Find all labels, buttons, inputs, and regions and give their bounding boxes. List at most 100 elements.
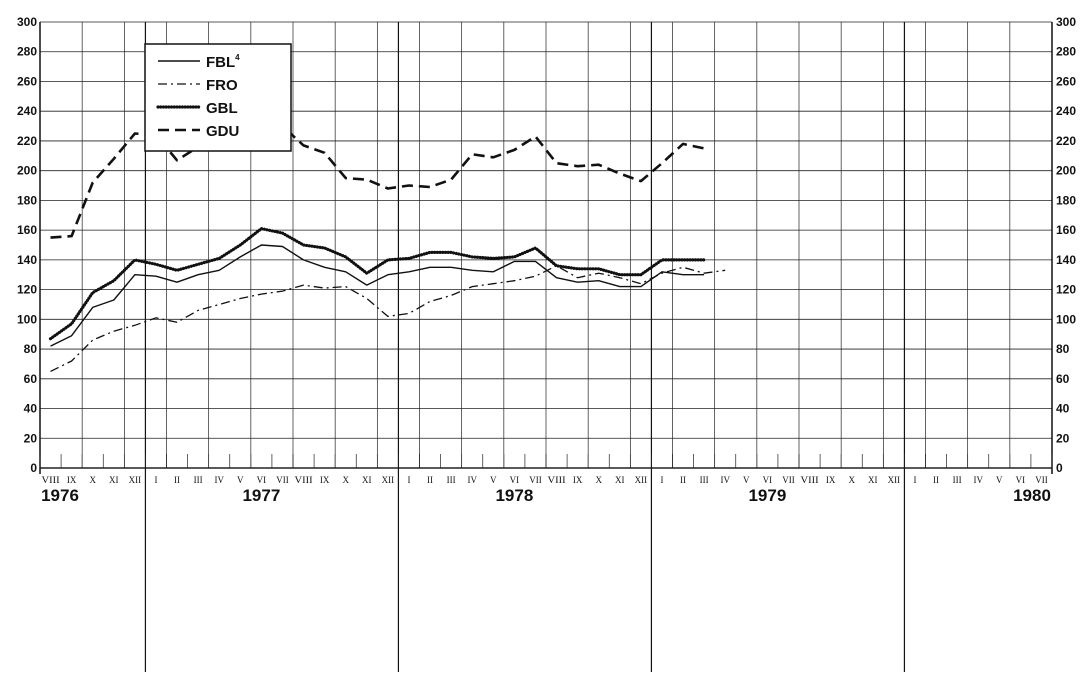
series-line-gbl (48, 227, 706, 341)
month-label: VII (276, 475, 289, 485)
month-label: IX (320, 475, 330, 485)
y-tick-label-right: 120 (1056, 283, 1076, 297)
y-tick-label-right: 200 (1056, 164, 1076, 178)
year-label: 1978 (495, 486, 533, 505)
y-tick-label-left: 80 (24, 342, 38, 356)
month-label: VIII (41, 475, 59, 485)
series-line-fbl (50, 244, 705, 347)
y-tick-label-right: 220 (1056, 134, 1076, 148)
y-tick-label-left: 300 (17, 15, 37, 29)
y-tick-label-left: 60 (24, 372, 38, 386)
month-label: VII (529, 475, 542, 485)
month-label: IX (826, 475, 836, 485)
month-label: VI (510, 475, 520, 485)
y-tick-label-left: 180 (17, 193, 37, 207)
month-label: II (680, 475, 686, 485)
month-label: II (933, 475, 939, 485)
month-label: X (848, 475, 855, 485)
year-labels: 1976 1977 1978 1979 1980 (41, 486, 1051, 505)
month-label: V (490, 475, 497, 485)
series-line-fro (50, 265, 726, 372)
month-label: I (154, 475, 157, 485)
year-label: 1977 (242, 486, 280, 505)
legend-label-fro: FRO (206, 77, 238, 94)
y-tick-label-right: 0 (1056, 461, 1063, 475)
month-label: VII (782, 475, 795, 485)
month-label: XI (615, 475, 625, 485)
month-label: XII (635, 475, 648, 485)
month-label: V (743, 475, 750, 485)
month-label: XII (382, 475, 395, 485)
month-label: VIII (800, 475, 818, 485)
legend-label-gbl: GBL (206, 100, 238, 117)
month-label: II (427, 475, 433, 485)
y-tick-label-left: 280 (17, 45, 37, 59)
month-label: XI (868, 475, 878, 485)
month-label: IV (467, 475, 477, 485)
y-tick-label-left: 260 (17, 74, 37, 88)
legend-superscript: 4 (235, 53, 240, 62)
legend-label-fbl: FBL4 (206, 53, 240, 71)
month-label: XII (888, 475, 901, 485)
month-label: XI (109, 475, 119, 485)
year-label: 1980 (1013, 486, 1051, 505)
y-tick-label-right: 300 (1056, 15, 1076, 29)
month-label: I (407, 475, 410, 485)
year-label: 1979 (748, 486, 786, 505)
y-tick-label-right: 280 (1056, 45, 1076, 59)
legend: FBL4 FRO GBL GDU (144, 43, 292, 152)
y-tick-label-right: 160 (1056, 223, 1076, 237)
y-tick-label-right: 140 (1056, 253, 1076, 267)
month-label: IV (214, 475, 224, 485)
y-tick-label-left: 220 (17, 134, 37, 148)
month-label: IX (573, 475, 583, 485)
y-tick-label-right: 100 (1056, 312, 1076, 326)
y-tick-label-left: 160 (17, 223, 37, 237)
series-lines (48, 121, 726, 372)
y-tick-label-left: 20 (24, 431, 38, 445)
month-label: V (237, 475, 244, 485)
month-label: X (89, 475, 96, 485)
month-label: III (700, 475, 709, 485)
y-tick-label-left: 40 (24, 402, 38, 416)
y-tick-label-left: 140 (17, 253, 37, 267)
month-label: VI (763, 475, 773, 485)
month-ticks (39, 454, 1053, 468)
month-label: I (660, 475, 663, 485)
month-label: II (174, 475, 180, 485)
month-label: VIII (294, 475, 312, 485)
y-tick-label-right: 60 (1056, 372, 1070, 386)
right-y-axis-labels: 0 20 40 60 80 100 120 140 160 180 200 220 240 260 280 3… (1056, 15, 1076, 475)
month-labels: VIII IX X XI XII I II III IV V VI VII VIII IX X XI XII I I… (41, 475, 1047, 485)
month-label: III (194, 475, 203, 485)
month-label: IX (67, 475, 77, 485)
y-tick-label-right: 260 (1056, 74, 1076, 88)
month-label: VII (1035, 475, 1048, 485)
y-tick-label-right: 20 (1056, 431, 1070, 445)
month-label: X (595, 475, 602, 485)
month-label: III (953, 475, 962, 485)
y-tick-label-right: 80 (1056, 342, 1070, 356)
legend-label-gdu: GDU (206, 123, 239, 140)
month-label: III (447, 475, 456, 485)
y-tick-label-left: 200 (17, 164, 37, 178)
y-tick-label-right: 180 (1056, 193, 1076, 207)
month-label: IV (973, 475, 983, 485)
y-tick-label-left: 100 (17, 312, 37, 326)
month-label: IV (720, 475, 730, 485)
month-label: XII (129, 475, 142, 485)
month-label: X (342, 475, 349, 485)
month-label: I (913, 475, 916, 485)
month-label: XI (362, 475, 372, 485)
year-label: 1976 (41, 486, 79, 505)
month-label: V (996, 475, 1003, 485)
month-label: VIII (547, 475, 565, 485)
month-label: VI (257, 475, 267, 485)
month-label: VI (1016, 475, 1026, 485)
y-tick-label-left: 0 (30, 461, 37, 475)
y-tick-label-left: 240 (17, 104, 37, 118)
y-tick-label-right: 40 (1056, 402, 1070, 416)
legend-box (144, 43, 292, 152)
y-tick-label-right: 240 (1056, 104, 1076, 118)
